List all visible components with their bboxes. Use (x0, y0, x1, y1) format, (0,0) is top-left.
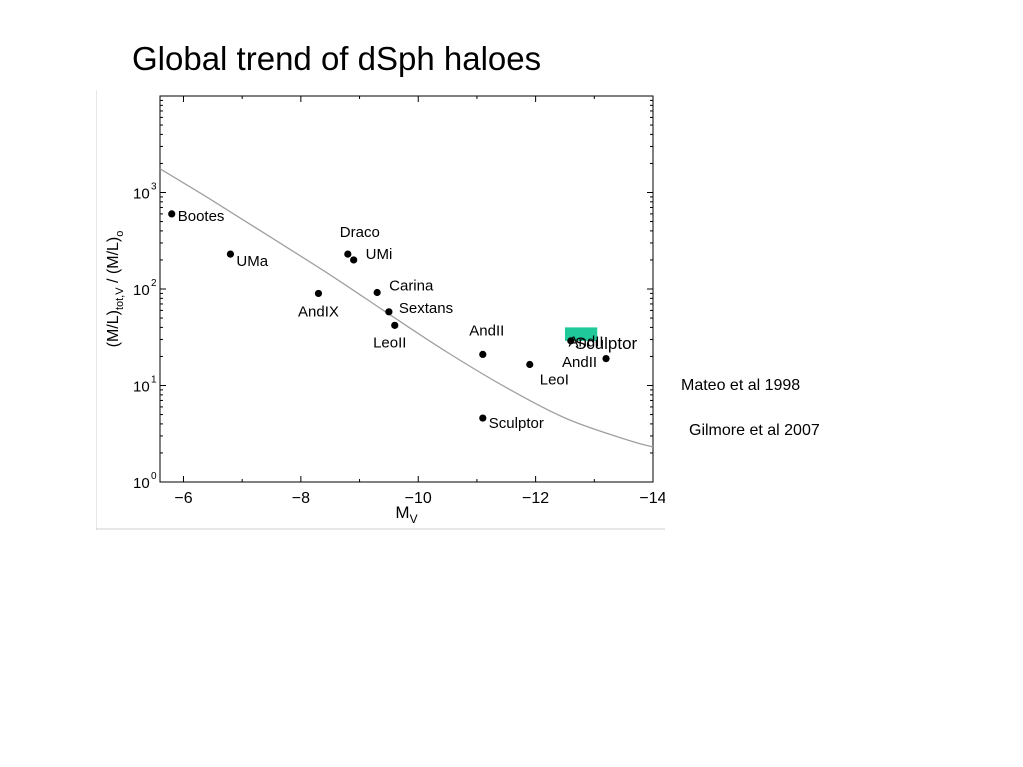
y-tick-label: 10 (133, 282, 150, 299)
point-label: UMi (366, 246, 393, 263)
y-tick-exponent: 2 (151, 278, 157, 289)
point-label: LeoI (540, 372, 569, 389)
point-label: Sculptor (489, 415, 544, 432)
x-axis-label: MV (395, 503, 417, 526)
y-axis-label: (M/L)tot,V / (M/L)o (105, 231, 126, 348)
y-tick-exponent: 1 (151, 375, 157, 386)
data-point (479, 350, 487, 359)
point-label: LeoII (373, 334, 406, 351)
reference-mateo: Mateo et al 1998 (681, 377, 801, 394)
trend-curve (159, 168, 654, 448)
data-point (526, 360, 534, 369)
x-tick-label: −12 (522, 490, 549, 507)
y-tick-label: 10 (133, 475, 150, 492)
reference-gilmore: Gilmore et al 2007 (689, 422, 820, 439)
y-tick-label: 10 (133, 186, 150, 203)
chart-figure: −6 −8 −10 −12 −14 10 0 10 1 10 2 10 3 MV (M/L)tot,V / … (96, 90, 665, 530)
point-label: AndII (569, 334, 604, 351)
point-label: Sculptor (575, 334, 638, 353)
point-label: Sextans (399, 300, 453, 317)
data-point (314, 289, 323, 298)
data-point (391, 321, 399, 329)
data-point (344, 250, 352, 258)
data-point (567, 337, 575, 345)
slide-title: Global trend of dSph haloes (132, 40, 542, 77)
point-label: Carina (389, 277, 434, 294)
annotation-label: AndII (562, 354, 597, 371)
data-point (373, 288, 381, 297)
point-label: Bootes (178, 208, 225, 225)
data-point (385, 308, 393, 316)
y-tick-exponent: 0 (151, 471, 157, 482)
data-point (479, 414, 487, 422)
point-label: Draco (340, 224, 380, 241)
x-tick-label: −8 (292, 490, 310, 507)
data-point (226, 250, 235, 258)
x-tick-label: −6 (174, 490, 192, 507)
data-point (350, 256, 358, 264)
chart-background (96, 90, 665, 530)
y-tick-label: 10 (133, 379, 150, 396)
x-tick-label: −14 (639, 490, 665, 507)
y-tick-exponent: 3 (151, 182, 157, 193)
x-tick-label: −10 (405, 490, 432, 507)
highlight-box (564, 327, 598, 341)
point-label: AndIX (298, 303, 339, 320)
data-point (602, 355, 610, 363)
point-label: AndII (469, 322, 504, 339)
data-point (168, 210, 176, 218)
point-label: UMa (236, 253, 268, 270)
